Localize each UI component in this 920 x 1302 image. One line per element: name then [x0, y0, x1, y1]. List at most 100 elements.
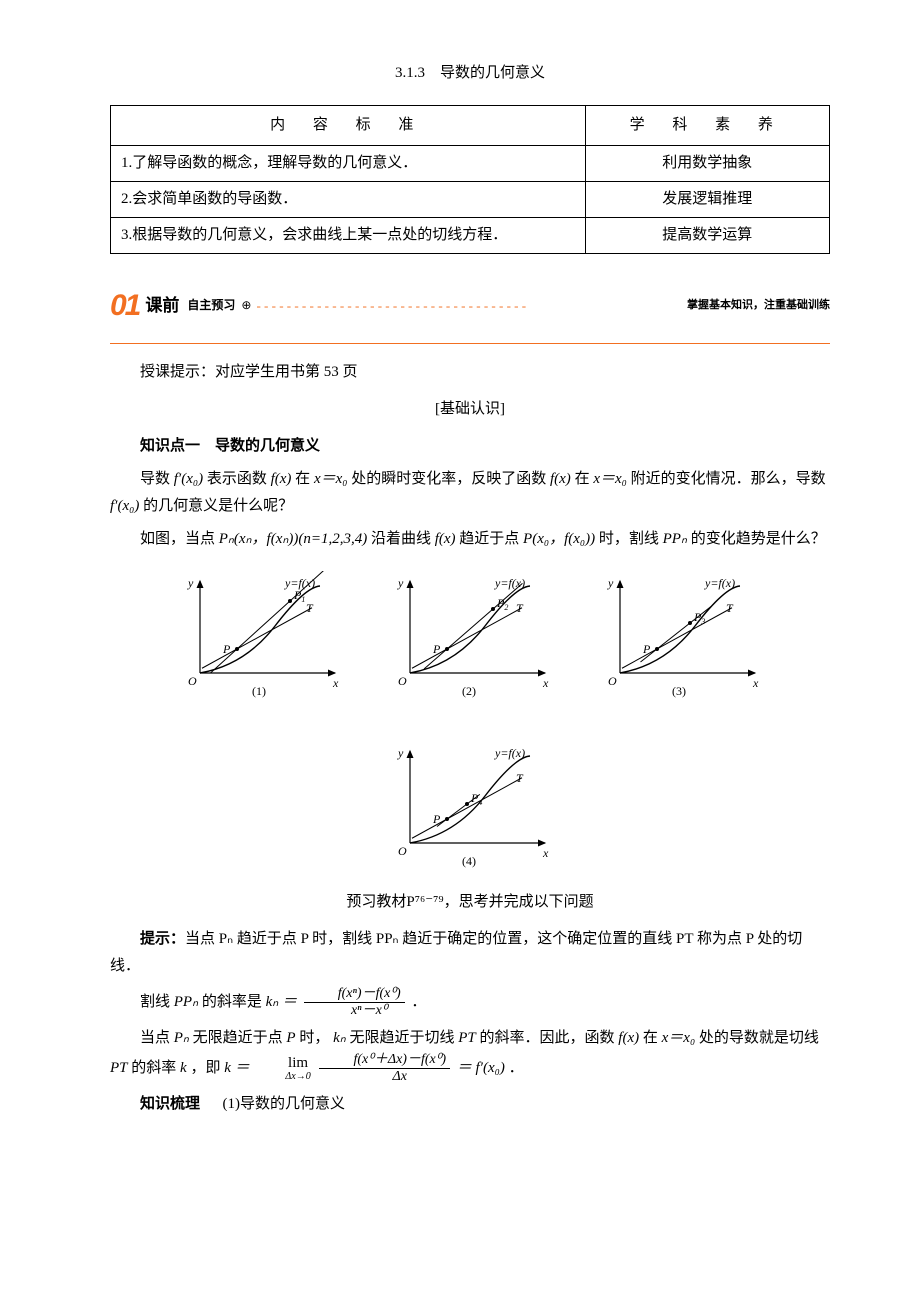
cell-right: 提高数学运算 — [585, 218, 829, 254]
th-content: 内 容 标 准 — [111, 106, 586, 146]
svg-text:T: T — [516, 601, 524, 615]
text: 无限趋近于切线 — [350, 1030, 459, 1046]
text: 的斜率 — [131, 1060, 180, 1076]
text: 沿着曲线 — [371, 531, 435, 547]
math: ＝ — [235, 1060, 250, 1076]
period: ． — [411, 994, 426, 1010]
svg-text:x: x — [542, 846, 549, 860]
fraction: f(x⁰＋Δx)－f(x⁰) Δx — [319, 1052, 450, 1085]
math: PPₙ — [663, 531, 687, 547]
text: 附近的变化情况．那么，导数 — [631, 471, 826, 487]
svg-text:y=f(x): y=f(x) — [704, 576, 735, 590]
section-rule — [110, 343, 830, 344]
svg-text:x: x — [542, 676, 549, 690]
th-literacy: 学 科 素 养 — [585, 106, 829, 146]
hint-text: 当点 Pₙ 趋近于点 P 时，割线 PPₙ 趋近于确定的位置，这个确定位置的直线… — [110, 931, 802, 974]
figure-panel-1: O x y y=f(x) P P1 T (1) — [175, 571, 345, 701]
text: 处的导数就是切线 — [699, 1030, 819, 1046]
text: 如图，当点 — [140, 531, 219, 547]
section-number: 01 — [110, 279, 139, 333]
frac-num: f(xⁿ)－f(x⁰) — [304, 986, 405, 1003]
limit: lim Δx→0 — [255, 1056, 310, 1082]
svg-text:(3): (3) — [672, 684, 686, 698]
svg-text:T: T — [516, 771, 524, 785]
paragraph: 导数 f′(x₀) 表示函数 f(x) 在 x＝x₀ 处的瞬时变化率，反映了函数… — [110, 466, 830, 520]
cell-right: 利用数学抽象 — [585, 146, 829, 182]
cell-left: 1.了解导函数的概念，理解导数的几何意义． — [111, 146, 586, 182]
svg-text:y: y — [397, 746, 404, 760]
math: k — [224, 1060, 231, 1076]
section-label: 课前 — [145, 291, 179, 322]
section-arrow-icon: ⊕ — [241, 295, 251, 317]
figure-panel-4: O x y y=f(x) P P4 T (4) — [385, 741, 555, 871]
lim-bot: Δx→0 — [255, 1072, 310, 1082]
svg-text:O: O — [398, 844, 407, 858]
math: k — [180, 1060, 187, 1076]
svg-text:P: P — [432, 642, 441, 656]
math: PT — [110, 1060, 128, 1076]
table-row: 1.了解导函数的概念，理解导数的几何意义． 利用数学抽象 — [111, 146, 830, 182]
svg-text:(2): (2) — [462, 684, 476, 698]
svg-text:O: O — [398, 674, 407, 688]
figure-panel-3: O x y y=f(x) P P3 T (3) — [595, 571, 765, 701]
page-ref: 授课提示：对应学生用书第 53 页 — [110, 359, 830, 386]
math: f′(x₀) — [476, 1060, 505, 1076]
text: 在 — [575, 471, 594, 487]
hint-paragraph: 提示：当点 Pₙ 趋近于点 P 时，割线 PPₙ 趋近于确定的位置，这个确定位置… — [110, 926, 830, 980]
fraction: f(xⁿ)－f(x⁰) xⁿ－x⁰ — [304, 986, 405, 1019]
svg-text:O: O — [608, 674, 617, 688]
math: Pₙ — [174, 1030, 189, 1046]
svg-text:y: y — [607, 576, 614, 590]
math: PT — [458, 1030, 476, 1046]
cell-left: 3.根据导数的几何意义，会求曲线上某一点处的切线方程． — [111, 218, 586, 254]
math: kₙ — [266, 994, 279, 1010]
math: P — [286, 1030, 295, 1046]
math: P(x₀，f(x₀)) — [523, 531, 595, 547]
svg-text:O: O — [188, 674, 197, 688]
text: 趋近于点 — [459, 531, 523, 547]
math: ＝ — [282, 994, 297, 1010]
figure-grid: O x y y=f(x) P P1 T (1) O x y y=f(x) P P… — [110, 571, 830, 871]
text: 表示函数 — [207, 471, 271, 487]
period: ． — [509, 1060, 524, 1076]
preview-text: 预习教材P⁷⁶⁻⁷⁹，思考并完成以下问题 — [110, 889, 830, 916]
svg-text:(4): (4) — [462, 854, 476, 868]
math: f(x) — [435, 531, 456, 547]
text: 无限趋近于点 — [193, 1030, 287, 1046]
text: 的变化趋势是什么？ — [691, 531, 826, 547]
math: f(x) — [550, 471, 571, 487]
subheading: [基础认识] — [110, 396, 830, 423]
math: ＝ — [457, 1060, 472, 1076]
text: 导数 — [140, 471, 174, 487]
text: ，即 — [190, 1060, 224, 1076]
text: 割线 — [140, 994, 174, 1010]
text: 在 — [643, 1030, 662, 1046]
ks-label: 知识梳理 — [140, 1096, 200, 1112]
svg-text:y: y — [397, 576, 404, 590]
svg-text:P: P — [432, 812, 441, 826]
paragraph: 如图，当点 Pₙ(xₙ，f(xₙ))(n=1,2,3,4) 沿着曲线 f(x) … — [110, 526, 830, 553]
text: 处的瞬时变化率，反映了函数 — [351, 471, 550, 487]
svg-text:y: y — [187, 576, 194, 590]
hint-label: 提示： — [140, 931, 185, 947]
math: f′(x₀) — [110, 498, 139, 514]
text: 当点 — [140, 1030, 174, 1046]
text: 时，割线 — [599, 531, 663, 547]
frac-den: xⁿ－x⁰ — [304, 1003, 405, 1019]
derive-paragraph: 当点 Pₙ 无限趋近于点 P 时， kₙ 无限趋近于切线 PT 的斜率．因此，函… — [110, 1025, 830, 1085]
math: x＝x₀ — [314, 471, 348, 487]
frac-den: Δx — [319, 1069, 450, 1085]
svg-text:y=f(x): y=f(x) — [494, 576, 525, 590]
svg-text:x: x — [752, 676, 759, 690]
table-row: 2.会求简单函数的导函数． 发展逻辑推理 — [111, 182, 830, 218]
svg-text:P1: P1 — [293, 588, 305, 604]
math: f′(x₀) — [174, 471, 203, 487]
cell-right: 发展逻辑推理 — [585, 182, 829, 218]
math: x＝x₀ — [593, 471, 627, 487]
page-title: 3.1.3 导数的几何意义 — [110, 60, 830, 87]
section-banner: 01 课前 自主预习 ⊕ - - - - - - - - - - - - - -… — [110, 279, 830, 333]
slope-paragraph: 割线 PPₙ 的斜率是 kₙ ＝ f(xⁿ)－f(x⁰) xⁿ－x⁰ ． — [110, 986, 830, 1019]
cell-left: 2.会求简单函数的导函数． — [111, 182, 586, 218]
section-dashes: - - - - - - - - - - - - - - - - - - - - … — [256, 294, 682, 317]
math: kₙ — [333, 1030, 346, 1046]
